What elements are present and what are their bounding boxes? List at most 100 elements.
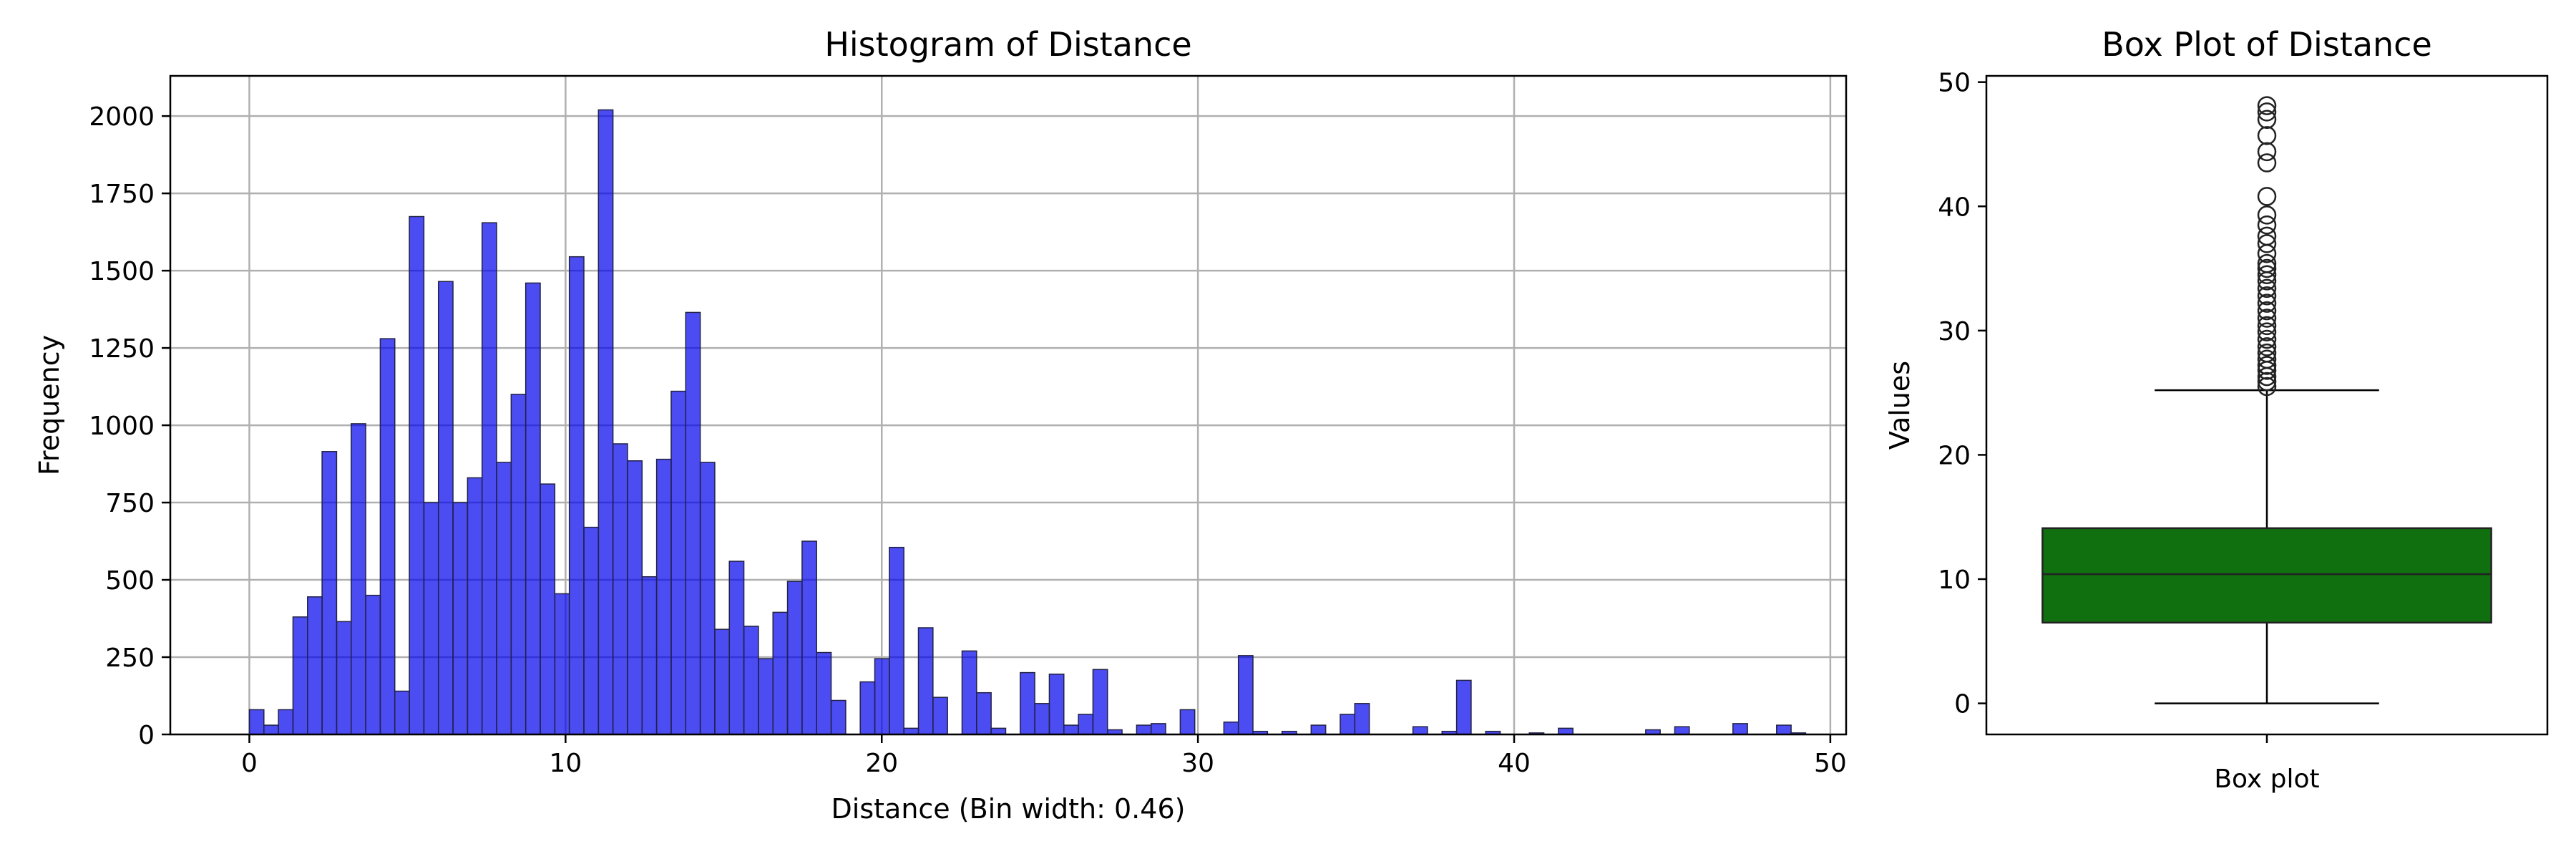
histogram-x-tick-label: 30 <box>1181 749 1214 778</box>
histogram-bar <box>1223 721 1239 735</box>
boxplot-y-ticks: 0 10 20 30 40 50 <box>1938 69 1986 719</box>
histogram-bar <box>699 462 716 735</box>
histogram-x-label: Distance (Bin width: 0.46) <box>831 793 1186 825</box>
histogram-bar <box>1048 674 1065 735</box>
boxplot-y-tick-label: 20 <box>1938 441 1971 470</box>
histogram-bar <box>437 281 454 735</box>
histogram-bar <box>1340 714 1356 735</box>
histogram-bar <box>597 109 614 735</box>
outlier-point <box>2257 258 2277 278</box>
histogram-bar <box>874 658 890 735</box>
histogram-bar <box>859 681 876 735</box>
outlier-point <box>2257 377 2277 397</box>
outlier-point <box>2257 329 2277 349</box>
histogram-bar <box>641 576 658 735</box>
histogram-y-tick-label: 1750 <box>89 180 155 209</box>
histogram-bar <box>540 483 556 735</box>
outlier-point <box>2257 309 2277 328</box>
histogram-x-ticks: 0 10 20 30 40 50 <box>241 734 1847 778</box>
boxplot-x-label: Box plot <box>2214 765 2319 794</box>
histogram-bars <box>248 109 1807 735</box>
outlier-point <box>2257 215 2277 235</box>
histogram-bar <box>307 596 323 735</box>
boxplot-y-tick-label: 40 <box>1938 193 1971 222</box>
histogram-bar <box>655 458 672 735</box>
outlier-point <box>2257 293 2277 313</box>
outlier-point <box>2257 286 2277 306</box>
histogram-y-tick-label: 1250 <box>89 334 155 364</box>
histogram-y-tick-label: 250 <box>105 644 155 673</box>
outlier-point <box>2257 349 2277 369</box>
outlier-point <box>2257 372 2277 392</box>
histogram-bar <box>583 526 600 735</box>
histogram-bar <box>292 616 308 735</box>
histogram-bar <box>568 256 585 735</box>
histogram-bar <box>670 390 687 735</box>
histogram-bar <box>685 311 701 735</box>
histogram-bar <box>801 540 817 735</box>
histogram-panel: 0 10 20 30 40 50 0 250 500 750 1000 1250 1500 1750 20… <box>34 25 1848 825</box>
histogram-bar <box>525 282 541 735</box>
histogram-bar <box>830 699 847 735</box>
histogram-bar <box>786 581 803 735</box>
histogram-bar <box>1776 724 1792 735</box>
histogram-bar <box>743 626 759 735</box>
histogram-bar <box>889 546 904 735</box>
outlier-point <box>2257 234 2277 253</box>
histogram-x-tick-label: 20 <box>865 749 898 778</box>
histogram-x-tick-label: 0 <box>241 749 258 778</box>
histogram-title: Histogram of Distance <box>824 25 1191 64</box>
histogram-bar <box>248 709 265 735</box>
histogram-bar <box>1136 724 1152 735</box>
histogram-bar <box>321 451 338 735</box>
histogram-bar <box>816 651 832 735</box>
histogram-bar <box>714 629 731 735</box>
histogram-bar <box>758 658 774 735</box>
histogram-bar <box>1063 724 1079 735</box>
histogram-x-tick-label: 10 <box>549 749 582 778</box>
histogram-bar <box>554 593 570 735</box>
histogram-bar <box>1034 703 1050 735</box>
outlier-point <box>2257 301 2277 321</box>
histogram-bar <box>728 560 745 735</box>
histogram-bar <box>409 215 425 735</box>
histogram-bar <box>336 621 352 735</box>
outlier-point <box>2257 96 2277 115</box>
outlier-point <box>2257 343 2277 363</box>
histogram-bar <box>1732 723 1748 735</box>
boxplot-title: Box Plot of Distance <box>2102 25 2432 64</box>
histogram-y-tick-label: 0 <box>138 721 155 750</box>
histogram-y-tick-label: 2000 <box>89 102 155 132</box>
outlier-point <box>2257 265 2277 284</box>
histogram-bar <box>1674 726 1690 735</box>
histogram-bar <box>496 462 512 735</box>
outlier-point <box>2257 110 2277 130</box>
outlier-point <box>2257 102 2277 122</box>
histogram-y-ticks: 0 250 500 750 1000 1250 1500 1750 2000 <box>89 102 170 750</box>
histogram-bar <box>278 709 294 735</box>
histogram-bar <box>1412 726 1428 735</box>
histogram-y-label: Frequency <box>34 335 65 475</box>
outlier-point <box>2257 205 2277 225</box>
histogram-bar <box>1237 655 1254 735</box>
boxplot-body <box>2041 389 2492 704</box>
outlier-point <box>2257 356 2277 375</box>
histogram-bar <box>1455 679 1472 735</box>
interquartile-box <box>2041 527 2492 624</box>
histogram-bar <box>612 443 628 735</box>
boxplot-y-label: Values <box>1884 361 1916 450</box>
histogram-bar <box>961 650 977 735</box>
outlier-point <box>2257 322 2277 341</box>
histogram-y-tick-label: 1000 <box>89 412 155 441</box>
histogram-bar <box>365 594 381 735</box>
histogram-bar <box>903 727 919 735</box>
histogram-bar <box>1078 714 1094 735</box>
histogram-bar <box>510 394 527 735</box>
histogram-x-tick-label: 40 <box>1498 749 1531 778</box>
histogram-x-tick-label: 50 <box>1814 749 1847 778</box>
histogram-bar <box>394 690 410 735</box>
histogram-bar <box>1310 724 1327 735</box>
histogram-y-tick-label: 750 <box>105 489 155 518</box>
histogram-bar <box>976 691 992 735</box>
